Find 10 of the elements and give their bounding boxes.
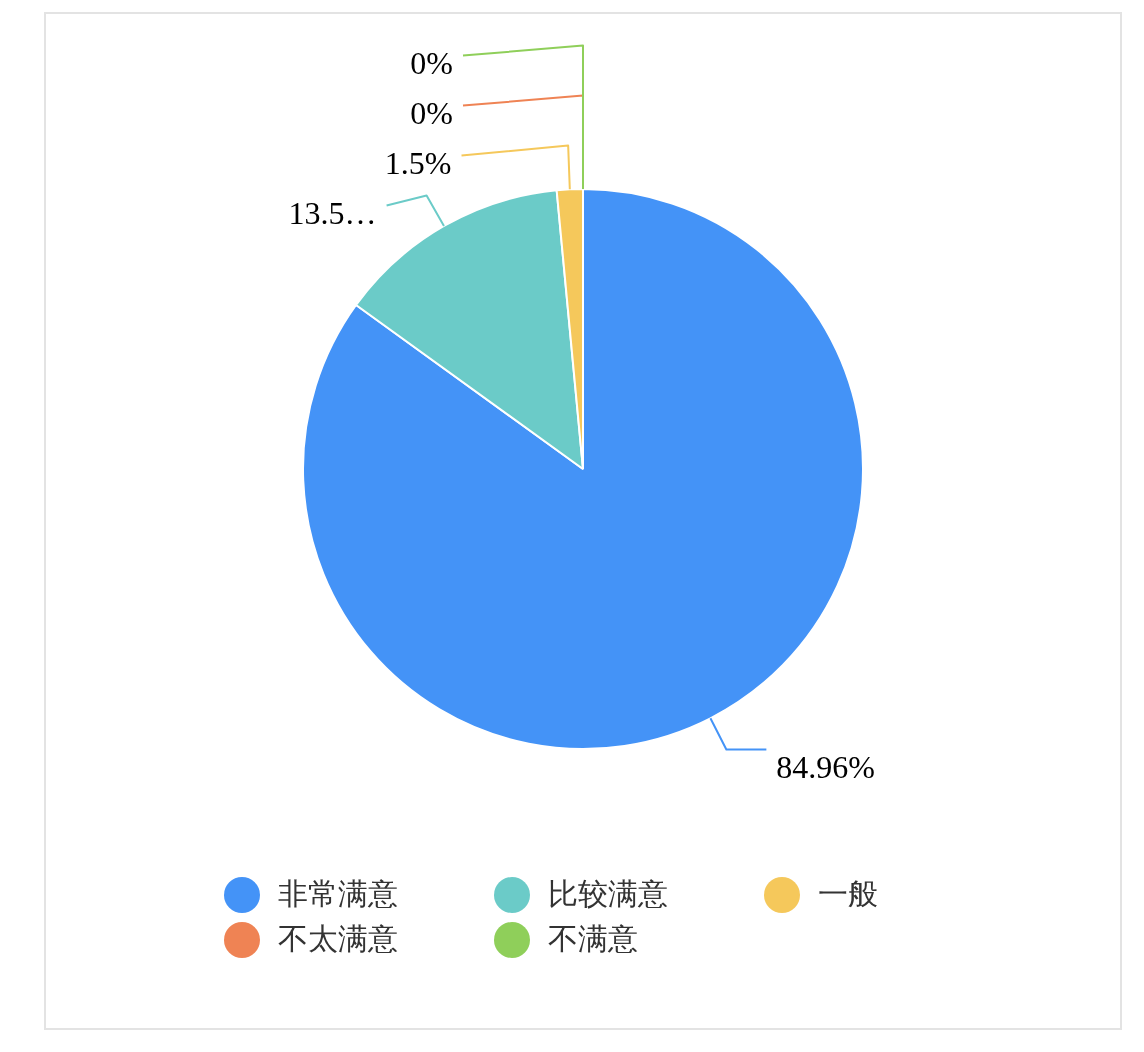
legend-label: 不太满意 (278, 920, 398, 958)
data-label: 84.96% (776, 748, 876, 785)
data-label: 1.5% (384, 144, 452, 181)
legend-label: 不满意 (548, 920, 638, 958)
data-label: 13.5… (288, 194, 377, 231)
text: 0% (410, 44, 453, 81)
legend-label: 一般 (818, 875, 878, 913)
legend-label: 比较满意 (548, 875, 668, 913)
text: 0% (410, 94, 453, 131)
legend-label: 非常满意 (278, 875, 398, 913)
